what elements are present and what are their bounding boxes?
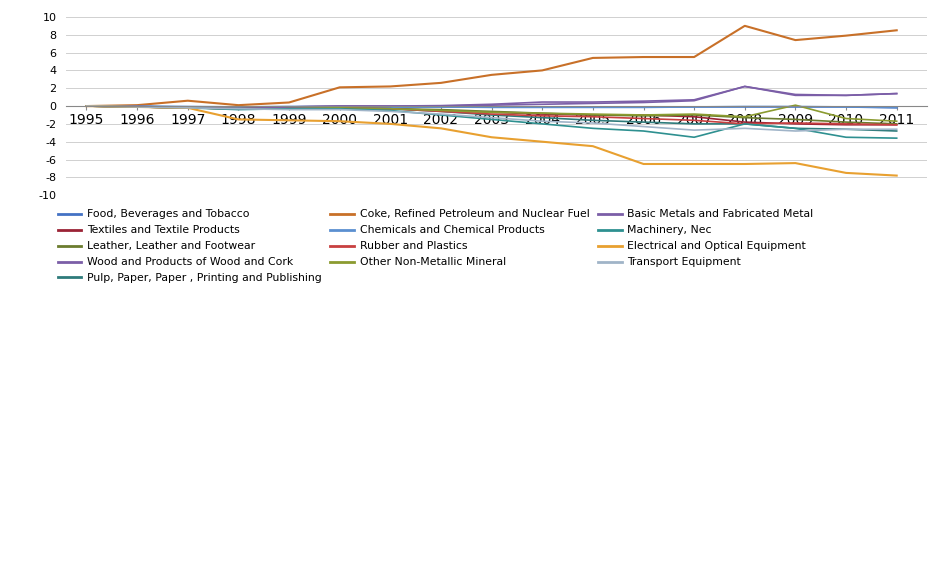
Legend: Food, Beverages and Tobacco, Textiles and Textile Products, Leather, Leather and: Food, Beverages and Tobacco, Textiles an… xyxy=(58,209,814,283)
